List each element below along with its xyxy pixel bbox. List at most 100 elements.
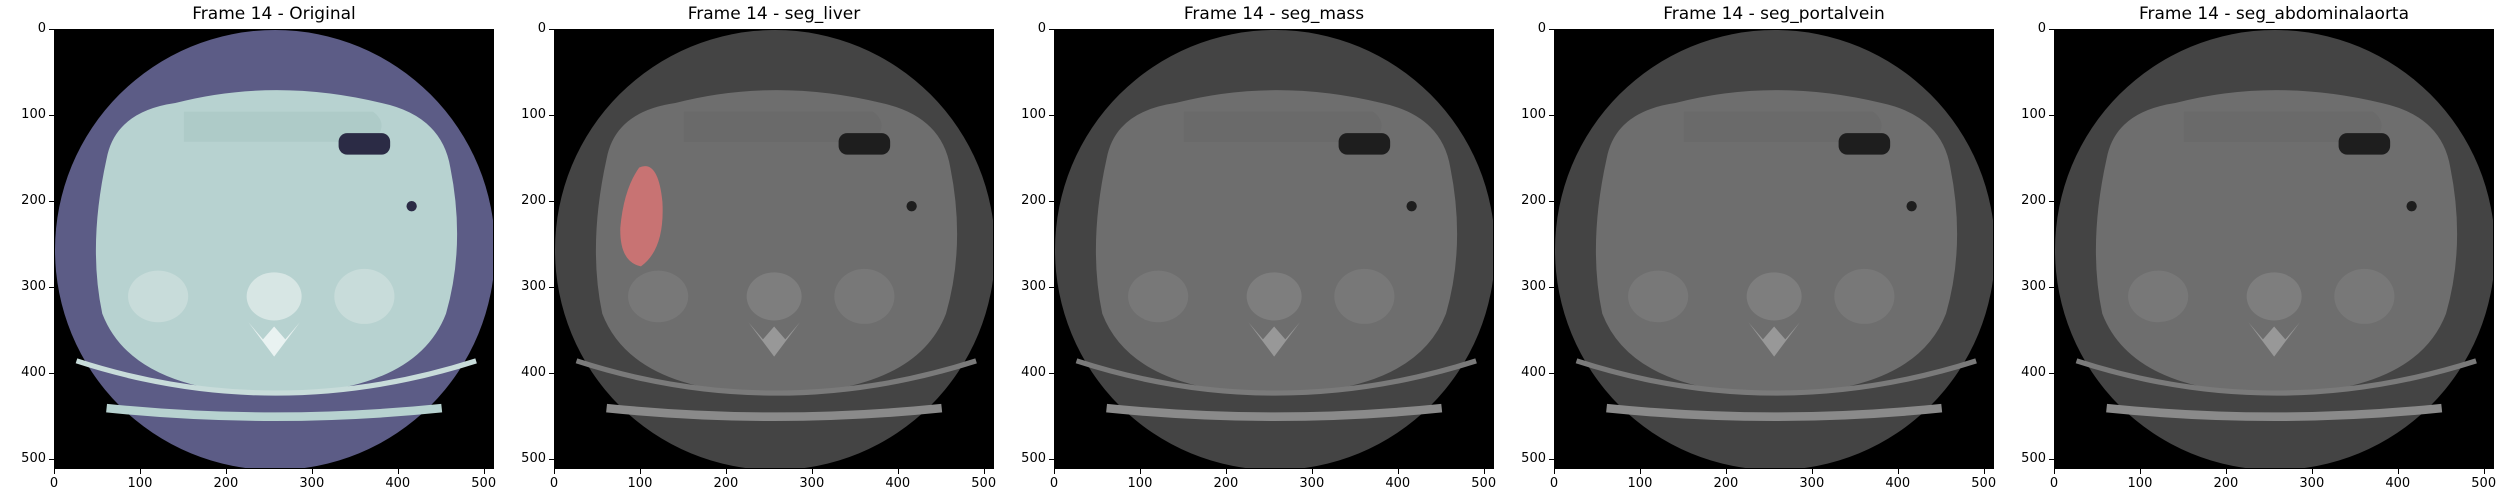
y-tick-mark (1549, 29, 1554, 30)
y-tick-mark (2049, 286, 2054, 288)
x-tick-label: 400 (1385, 476, 1411, 491)
panel-seg-portalvein: Frame 14 - seg_portalvein 0 100 200 300 400 5… (1500, 0, 2000, 500)
y-tick-label: 0 (1037, 21, 1046, 36)
x-tick-mark (1483, 469, 1485, 474)
y-tick-label: 300 (2021, 278, 2046, 294)
x-tick-mark (483, 469, 485, 474)
x-tick-label: 500 (1471, 476, 1497, 491)
x-tick-mark (1811, 469, 1813, 474)
panel-title: Frame 14 - seg_mass (1183, 4, 1365, 24)
ct-slice-image (2055, 30, 2493, 468)
y-tick-mark (1049, 200, 1054, 202)
y-tick-mark (549, 29, 554, 30)
x-tick-label: 200 (1713, 476, 1739, 491)
ct-slice-image (1555, 30, 1993, 468)
panel-title: Frame 14 - seg_liver (687, 4, 861, 24)
x-tick-mark (1397, 469, 1399, 474)
x-tick-mark (1897, 469, 1899, 474)
y-tick-label: 400 (521, 364, 546, 380)
y-tick-label: 200 (2021, 192, 2046, 208)
x-tick-mark (1554, 469, 1555, 474)
x-tick-label: 200 (1213, 476, 1239, 491)
x-tick-mark (2225, 469, 2227, 474)
panel-title: Frame 14 - Original (192, 4, 356, 24)
liver-overlay (620, 166, 663, 267)
x-tick-mark (2139, 469, 2141, 474)
y-tick-label: 300 (21, 278, 46, 294)
x-tick-mark (2311, 469, 2313, 474)
y-tick-mark (49, 200, 54, 202)
x-tick-mark (983, 469, 985, 474)
y-tick-mark (1549, 286, 1554, 288)
y-tick-mark (1049, 372, 1054, 374)
x-tick-mark (2397, 469, 2399, 474)
y-tick-label: 500 (21, 450, 46, 466)
x-tick-label: 400 (2385, 476, 2411, 491)
y-tick-label: 500 (1021, 450, 1046, 466)
y-tick-mark (2049, 200, 2054, 202)
y-tick-label: 400 (1021, 364, 1046, 380)
y-tick-label: 200 (1021, 192, 1046, 208)
x-tick-label: 200 (713, 476, 739, 491)
panel-seg-liver: Frame 14 - seg_liver 0 100 200 300 400 500 0 10… (500, 0, 1000, 500)
x-tick-label: 300 (299, 476, 325, 491)
x-tick-mark (725, 469, 727, 474)
ct-slice-image (1055, 30, 1493, 468)
x-tick-label: 0 (1049, 476, 1059, 491)
x-tick-label: 400 (385, 476, 411, 491)
x-tick-label: 500 (971, 476, 997, 491)
x-tick-mark (897, 469, 899, 474)
x-tick-mark (1725, 469, 1727, 474)
y-tick-mark (2049, 372, 2054, 374)
y-tick-mark (49, 458, 54, 460)
image-axes (554, 29, 994, 469)
x-tick-mark (1983, 469, 1985, 474)
x-tick-mark (54, 469, 55, 474)
x-tick-label: 500 (471, 476, 497, 491)
x-tick-label: 300 (1799, 476, 1825, 491)
x-tick-label: 0 (2049, 476, 2059, 491)
x-tick-label: 0 (49, 476, 59, 491)
y-tick-label: 0 (537, 21, 546, 36)
y-tick-mark (549, 372, 554, 374)
x-tick-label: 200 (2213, 476, 2239, 491)
y-tick-mark (1049, 29, 1054, 30)
y-tick-label: 200 (521, 192, 546, 208)
x-tick-label: 300 (2299, 476, 2325, 491)
y-tick-label: 200 (21, 192, 46, 208)
y-tick-mark (1049, 458, 1054, 460)
x-tick-mark (139, 469, 141, 474)
x-tick-mark (1639, 469, 1641, 474)
x-tick-label: 100 (127, 476, 153, 491)
y-tick-label: 0 (37, 21, 46, 36)
image-axes (54, 29, 494, 469)
y-tick-label: 300 (1521, 278, 1546, 294)
image-axes (2054, 29, 2494, 469)
y-tick-label: 400 (1521, 364, 1546, 380)
x-tick-mark (2483, 469, 2485, 474)
panel-original: Frame 14 - Original 0 100 200 300 400 500 0 100… (0, 0, 500, 500)
x-tick-mark (397, 469, 399, 474)
x-tick-mark (1139, 469, 1141, 474)
y-tick-label: 500 (1521, 450, 1546, 466)
x-tick-label: 300 (1299, 476, 1325, 491)
x-tick-label: 100 (627, 476, 653, 491)
x-tick-mark (811, 469, 813, 474)
y-tick-mark (1549, 372, 1554, 374)
y-tick-label: 200 (1521, 192, 1546, 208)
y-tick-mark (1049, 114, 1054, 116)
panel-title: Frame 14 - seg_portalvein (1663, 4, 1885, 24)
x-tick-label: 500 (2471, 476, 2497, 491)
y-tick-label: 300 (521, 278, 546, 294)
x-tick-mark (311, 469, 313, 474)
y-tick-mark (49, 372, 54, 374)
x-tick-label: 500 (1971, 476, 1997, 491)
ct-slice-image (55, 30, 493, 468)
y-tick-label: 400 (2021, 364, 2046, 380)
y-tick-mark (1549, 458, 1554, 460)
y-tick-mark (1549, 200, 1554, 202)
x-tick-mark (1311, 469, 1313, 474)
y-tick-label: 500 (2021, 450, 2046, 466)
x-tick-mark (554, 469, 555, 474)
y-tick-mark (1049, 286, 1054, 288)
